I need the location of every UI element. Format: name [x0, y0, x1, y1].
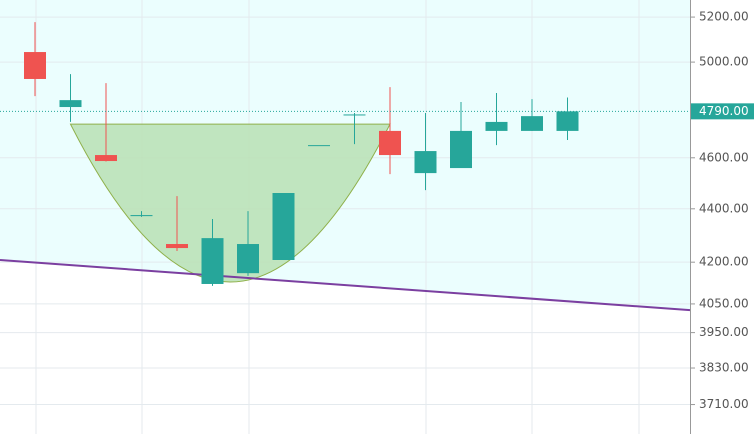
price-label: 4790.00 — [699, 104, 749, 118]
y-tick-label: 3830.00 — [699, 361, 749, 375]
candle-body — [414, 151, 437, 174]
candle-body — [450, 130, 472, 169]
candle-body — [556, 111, 579, 131]
y-tick-label: 4200.00 — [699, 255, 749, 269]
candle-body — [201, 238, 224, 284]
y-tick-label: 3950.00 — [699, 325, 749, 339]
candle-body — [343, 114, 366, 116]
candle-body — [59, 100, 82, 108]
candle-body — [308, 145, 330, 147]
candle-body — [485, 121, 508, 131]
candle-body — [24, 52, 46, 79]
candle-body — [95, 155, 117, 162]
candle-body — [521, 116, 543, 131]
trendline — [0, 259, 691, 312]
y-tick-label: 4600.00 — [699, 150, 749, 164]
candle-body — [237, 244, 259, 274]
candle-body — [379, 130, 401, 156]
y-tick-label: 5000.00 — [699, 55, 749, 69]
y-tick-label: 4050.00 — [699, 296, 749, 310]
candle-body — [166, 244, 188, 249]
price-label-box — [691, 103, 754, 120]
candle-body — [130, 215, 153, 217]
cup-pattern — [69, 123, 391, 283]
y-tick-label: 3710.00 — [699, 397, 749, 411]
y-tick-label: 4400.00 — [699, 201, 749, 215]
candle-body — [272, 192, 295, 261]
y-tick-label: 5200.00 — [699, 10, 749, 24]
